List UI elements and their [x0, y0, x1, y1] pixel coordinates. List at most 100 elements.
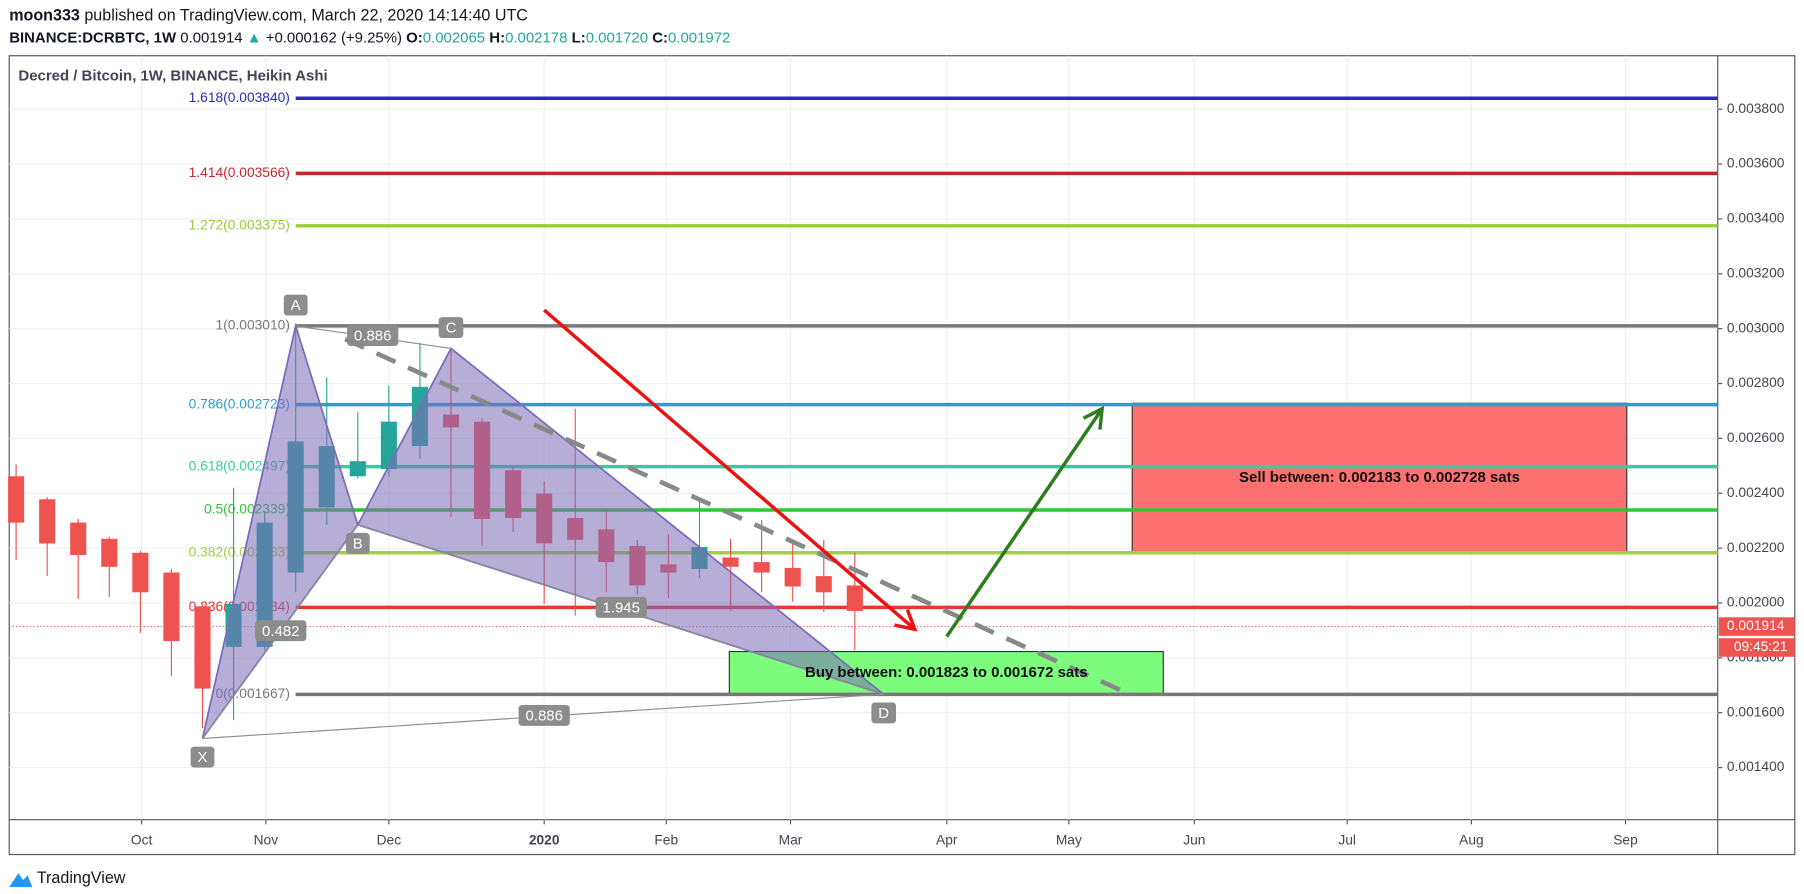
candle-body — [753, 562, 770, 573]
tradingview-logo: TradingView — [9, 869, 126, 887]
symbol: BINANCE:DCRBTC, 1W — [9, 29, 177, 46]
zone — [1131, 402, 1628, 554]
x-tick-label: Mar — [779, 831, 803, 847]
last-price-badge — [1718, 617, 1795, 636]
y-tick-label: 0.002600 — [1727, 429, 1785, 445]
fib-label: 1.272(0.003375) — [189, 216, 290, 232]
arrow — [945, 405, 1105, 638]
pattern-point-label-bg — [283, 294, 308, 316]
y-tick-label: 0.003600 — [1727, 155, 1785, 171]
c-value: 0.001972 — [668, 29, 730, 46]
author: moon333 — [9, 6, 80, 24]
x-tick-label: May — [1056, 831, 1082, 847]
ratio-label-bg — [255, 620, 307, 642]
ratio-label-bg — [595, 596, 647, 618]
ratio-label-text: 1.945 — [603, 599, 640, 616]
y-tick-label: 0.001600 — [1727, 703, 1785, 719]
arrow: ▲ — [247, 29, 262, 46]
l-value: 0.001720 — [586, 29, 648, 46]
x-tick-label: Jul — [1338, 831, 1356, 847]
ratio-label: 1.945 — [595, 596, 647, 618]
y-tick-label: 0.001400 — [1727, 758, 1785, 774]
x-tick-label: Aug — [1459, 831, 1484, 847]
candle-body — [784, 567, 801, 587]
brand: TradingView — [37, 869, 126, 887]
ratio-label-text: 0.886 — [354, 328, 391, 345]
o-label: O: — [406, 29, 423, 46]
ratio-label-bg — [518, 705, 570, 726]
y-tick-label: 0.003400 — [1727, 210, 1785, 226]
pattern-point-label-bg — [438, 317, 464, 338]
trendline — [344, 336, 1127, 695]
h-label: H: — [489, 29, 505, 46]
ratio-label: 0.482 — [255, 620, 307, 642]
candle-body — [349, 461, 366, 477]
candle-body — [39, 499, 56, 544]
candle-body — [132, 552, 149, 593]
fib-label: 1.618(0.003840) — [189, 89, 290, 105]
pattern-point-label: D — [871, 702, 897, 724]
zone-label: Sell between: 0.002183 to 0.002728 sats — [1239, 469, 1520, 486]
symbol-line: BINANCE:DCRBTC, 1W 0.001914 ▲ +0.000162 … — [9, 29, 730, 46]
pattern-point-label-text: X — [197, 749, 207, 766]
x-tick-label: Sep — [1613, 831, 1638, 847]
fib-label: 1(0.003010) — [216, 317, 290, 333]
pattern-point-label-bg — [345, 532, 370, 554]
y-tick-label: 0.003800 — [1727, 100, 1785, 116]
pattern-point-label-text: B — [353, 535, 363, 552]
pattern-point-label-text: A — [291, 297, 301, 314]
fib-label: 1.414(0.003566) — [189, 164, 290, 180]
timer-text: 09:45:21 — [1734, 638, 1788, 654]
o-value: 0.002065 — [423, 29, 485, 46]
pattern-point-label: C — [438, 317, 464, 338]
x-tick-label: Oct — [131, 831, 153, 847]
last-price-text: 0.001914 — [1727, 617, 1785, 633]
ratio-label: 0.886 — [347, 325, 399, 346]
chart-title: Decred / Bitcoin, 1W, BINANCE, Heikin As… — [18, 68, 327, 85]
change: +0.000162 (+9.25%) — [266, 29, 402, 46]
header-line: moon333 published on TradingView.com, Ma… — [9, 6, 528, 24]
l-label: L: — [572, 29, 586, 46]
y-tick-label: 0.002400 — [1727, 484, 1785, 500]
x-tick-label: Nov — [254, 831, 279, 847]
candle-body — [846, 585, 863, 611]
ratio-label: 0.886 — [518, 705, 570, 726]
zone-label: Buy between: 0.001823 to 0.001672 sats — [805, 664, 1088, 681]
x-tick-label: Apr — [936, 831, 958, 847]
pattern-point-label-text: D — [878, 705, 889, 722]
ratio-label-bg — [347, 325, 399, 346]
h-value: 0.002178 — [505, 29, 567, 46]
fib-label: 0.786(0.002723) — [189, 395, 290, 411]
last: 0.001914 — [180, 29, 242, 46]
pattern-point-label: X — [190, 746, 215, 768]
y-tick-label: 0.003200 — [1727, 264, 1785, 280]
arrow — [543, 308, 918, 632]
y-tick-label: 0.002200 — [1727, 539, 1785, 555]
candle-body — [163, 572, 180, 642]
pattern-point-label: B — [345, 532, 370, 554]
x-tick-label: Feb — [654, 831, 678, 847]
y-tick-label: 0.003000 — [1727, 319, 1785, 335]
logo-icon — [9, 873, 33, 888]
candle-body — [722, 557, 739, 567]
candle-body — [194, 606, 211, 689]
x-tick-label: Jun — [1183, 831, 1205, 847]
candle-body — [70, 522, 87, 555]
zone — [728, 650, 1164, 695]
pattern-point-label-bg — [871, 702, 897, 724]
candle-body — [815, 576, 832, 593]
c-label: C: — [652, 29, 668, 46]
published: published on TradingView.com, March 22, … — [84, 6, 528, 24]
ratio-label-text: 0.886 — [525, 708, 562, 725]
y-tick-label: 0.002000 — [1727, 594, 1785, 610]
x-tick-label: 2020 — [529, 831, 560, 847]
pattern-point-label: A — [283, 294, 308, 316]
ratio-label-text: 0.482 — [262, 623, 299, 640]
timer-badge — [1718, 638, 1795, 657]
candle-body — [8, 476, 25, 523]
pattern-point-label-bg — [190, 746, 215, 768]
candle-body — [101, 538, 118, 567]
plot-layer: 1.618(0.003840) 1.414(0.003566) 1.272(0.00… — [8, 55, 1718, 820]
